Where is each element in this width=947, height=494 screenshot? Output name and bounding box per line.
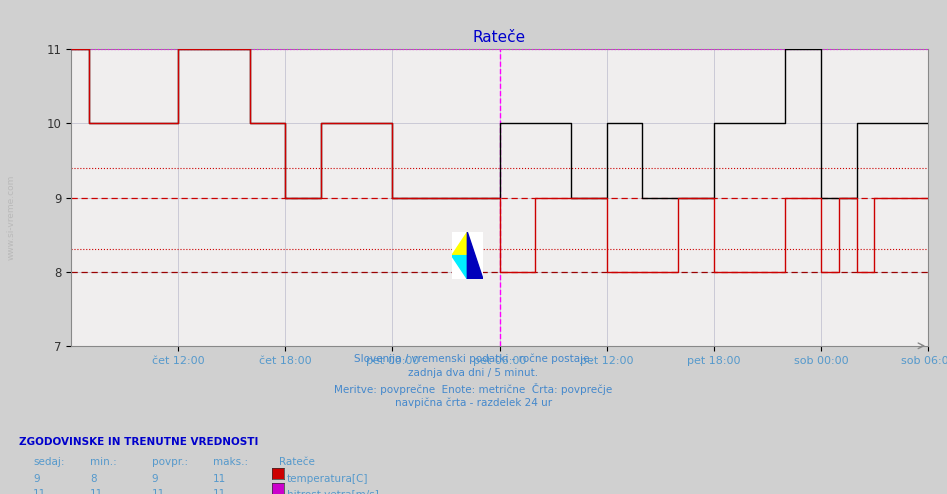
Text: Rateče: Rateče — [279, 457, 315, 467]
Text: 9: 9 — [33, 474, 40, 484]
Text: temperatura[C]: temperatura[C] — [287, 474, 368, 484]
Text: www.si-vreme.com: www.si-vreme.com — [7, 175, 16, 260]
Title: Rateče: Rateče — [473, 31, 527, 45]
Text: navpična črta - razdelek 24 ur: navpična črta - razdelek 24 ur — [395, 398, 552, 408]
Text: maks.:: maks.: — [213, 457, 248, 467]
Text: 9: 9 — [152, 474, 158, 484]
Polygon shape — [452, 232, 468, 256]
Text: 11: 11 — [213, 474, 226, 484]
Text: zadnja dva dni / 5 minut.: zadnja dva dni / 5 minut. — [408, 368, 539, 378]
Text: povpr.:: povpr.: — [152, 457, 188, 467]
Text: 8: 8 — [90, 474, 97, 484]
Text: sedaj:: sedaj: — [33, 457, 64, 467]
Text: 11: 11 — [152, 489, 165, 494]
Polygon shape — [452, 256, 468, 279]
Polygon shape — [468, 232, 483, 279]
Text: ZGODOVINSKE IN TRENUTNE VREDNOSTI: ZGODOVINSKE IN TRENUTNE VREDNOSTI — [19, 437, 259, 447]
Text: 11: 11 — [33, 489, 46, 494]
Text: Meritve: povprečne  Enote: metrične  Črta: povprečje: Meritve: povprečne Enote: metrične Črta:… — [334, 383, 613, 395]
Text: min.:: min.: — [90, 457, 116, 467]
Text: hitrost vetra[m/s]: hitrost vetra[m/s] — [287, 489, 379, 494]
Text: 11: 11 — [90, 489, 103, 494]
Text: Slovenija / vremenski podatki - ročne postaje.: Slovenija / vremenski podatki - ročne po… — [354, 353, 593, 364]
Text: 11: 11 — [213, 489, 226, 494]
